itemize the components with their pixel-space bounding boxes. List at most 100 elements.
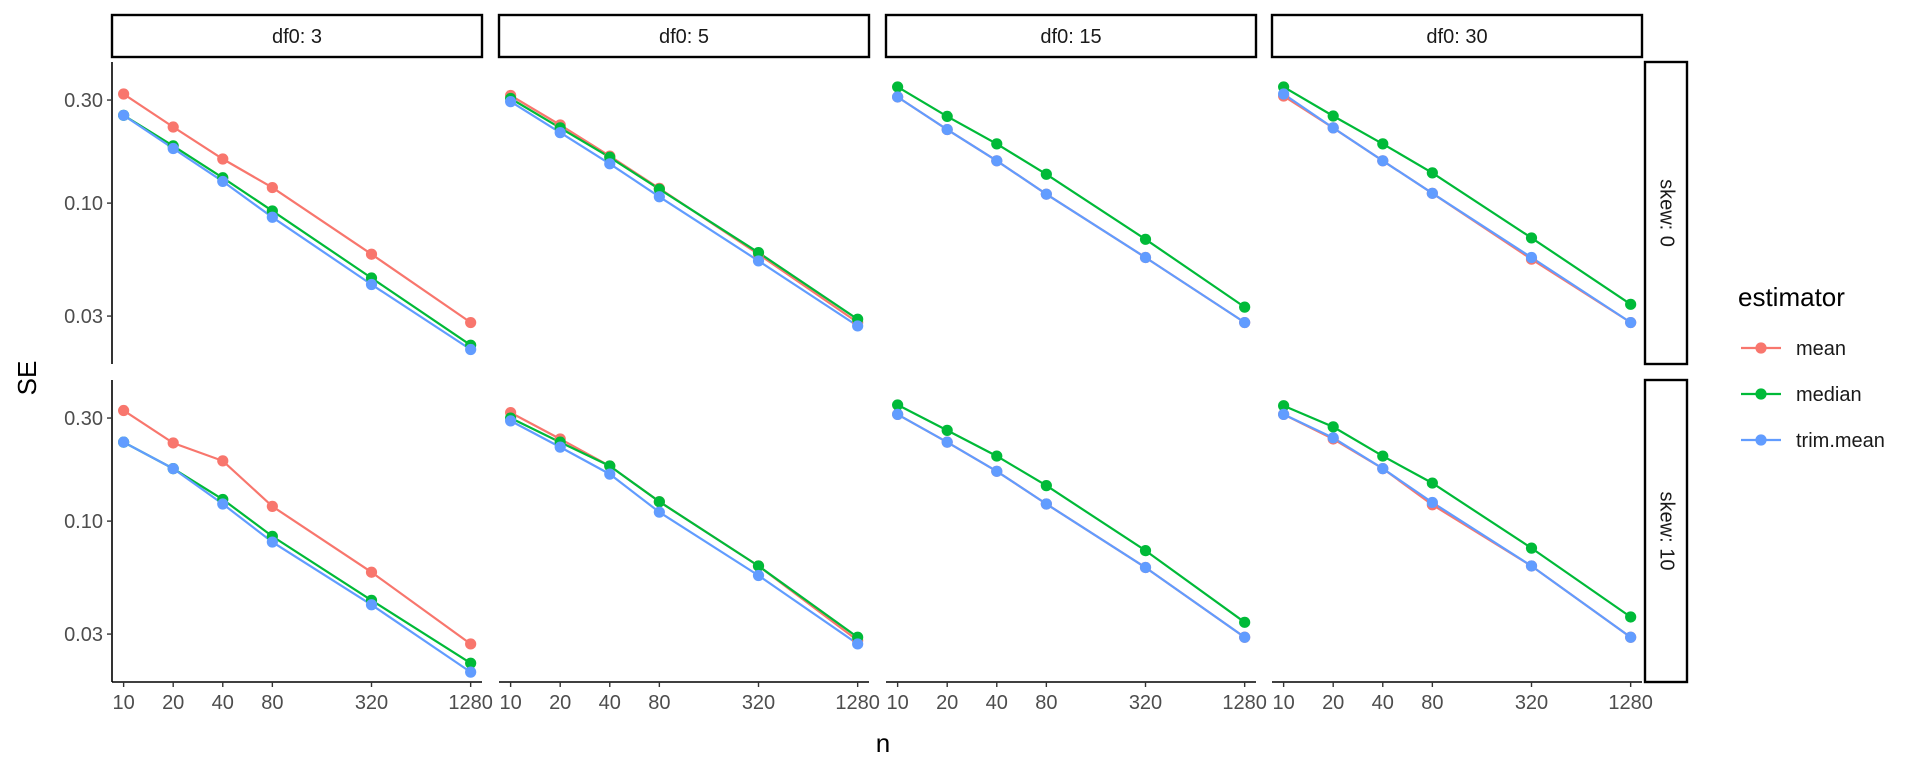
data-point-mean — [365, 248, 378, 260]
x-tick-label: 10 — [499, 692, 521, 714]
data-point-median — [1327, 110, 1339, 122]
facet-panel — [892, 399, 1251, 643]
series-line-mean — [1283, 413, 1632, 639]
data-point-median — [941, 110, 953, 122]
x-tick-label: 80 — [648, 692, 670, 714]
data-point-trim.mean — [991, 465, 1003, 477]
legend-label: trim.mean — [1796, 430, 1885, 452]
data-point-trim.mean — [505, 415, 517, 427]
x-tick-label: 20 — [549, 692, 571, 714]
data-point-trim.mean — [941, 436, 953, 448]
data-point-mean — [266, 181, 278, 194]
facet-strip-col-label: df0: 30 — [1426, 26, 1487, 48]
data-point-trim.mean — [604, 158, 616, 170]
data-point-trim.mean — [941, 123, 953, 136]
x-tick-label: 20 — [936, 692, 958, 714]
x-tick-label: 320 — [1129, 692, 1162, 714]
series-line-median — [897, 85, 1246, 309]
series-line-trim.mean — [510, 419, 859, 645]
data-point-median — [1239, 616, 1251, 628]
series-line-median — [1283, 404, 1632, 618]
data-point-median — [991, 138, 1003, 150]
data-point-trim.mean — [653, 506, 665, 518]
data-point-trim.mean — [1327, 122, 1339, 134]
data-point-trim.mean — [554, 127, 566, 139]
data-point-trim.mean — [1625, 316, 1637, 329]
data-point-median — [1139, 545, 1152, 557]
series-line-median — [897, 403, 1246, 624]
series-line-trim.mean — [122, 114, 472, 351]
facet-strip-col-label: df0: 15 — [1040, 26, 1101, 48]
data-point-trim.mean — [1426, 496, 1438, 509]
x-tick-label: 20 — [1322, 692, 1344, 714]
facet-strip-col — [497, 13, 871, 59]
data-point-median — [941, 424, 953, 436]
facet-strip-row-label: skew: 10 — [1656, 492, 1678, 571]
data-point-trim.mean — [1139, 561, 1152, 574]
data-point-trim.mean — [653, 191, 665, 203]
data-point-trim.mean — [852, 638, 864, 650]
y-tick-label: 0.10 — [64, 511, 103, 533]
data-point-mean — [217, 455, 229, 467]
data-point-trim.mean — [752, 569, 765, 582]
y-tick-label: 0.03 — [64, 624, 103, 646]
data-point-median — [991, 450, 1003, 462]
series-line-median — [123, 114, 472, 347]
data-point-trim.mean — [1525, 251, 1538, 264]
series-line-trim.mean — [896, 96, 1246, 324]
data-point-mean — [465, 638, 477, 650]
facet-strip-row — [1643, 378, 1689, 684]
data-point-median — [1327, 421, 1339, 433]
facet-panel — [118, 404, 477, 678]
x-tick-label: 1280 — [1222, 692, 1267, 714]
data-point-median — [1377, 450, 1389, 462]
data-point-median — [1239, 301, 1251, 313]
data-point-mean — [118, 88, 130, 100]
y-tick-label: 0.10 — [64, 193, 103, 215]
data-point-trim.mean — [266, 211, 278, 223]
y-tick-label: 0.30 — [64, 408, 103, 430]
x-tick-label: 320 — [355, 692, 388, 714]
series-line-median — [510, 417, 859, 639]
data-point-trim.mean — [217, 498, 229, 510]
facet-panel — [505, 89, 864, 332]
series-line-median — [1283, 85, 1632, 306]
data-point-trim.mean — [365, 278, 378, 291]
data-point-mean — [465, 316, 477, 329]
data-point-trim.mean — [1040, 498, 1052, 510]
facet-strip-col — [884, 13, 1258, 59]
y-tick-label: 0.30 — [64, 90, 103, 112]
data-point-mean — [118, 404, 130, 417]
panels-layer: df0: 3 df0: 5 df0: 15 df0: 30 skew: 0 skew: 1… — [110, 13, 1689, 684]
legend: estimator mean median trim.mean — [1738, 282, 1885, 452]
data-point-mean — [266, 500, 278, 512]
data-point-median — [892, 81, 904, 93]
data-point-mean — [167, 121, 179, 133]
data-point-median — [752, 560, 765, 572]
x-tick-label: 40 — [986, 692, 1008, 714]
facet-strip-col — [1270, 13, 1644, 59]
x-tick-label: 1280 — [1608, 692, 1653, 714]
x-axis-title: n — [876, 728, 890, 758]
data-point-median — [604, 460, 616, 472]
x-tick-label: 10 — [112, 692, 134, 714]
series-line-median — [123, 441, 472, 665]
legend-key-point — [1755, 342, 1767, 354]
y-tick-label: 0.03 — [64, 306, 103, 328]
legend-entries: mean median trim.mean — [1741, 338, 1885, 452]
series-line-trim.mean — [123, 441, 472, 674]
data-point-trim.mean — [1040, 188, 1052, 200]
data-point-median — [1139, 233, 1152, 245]
data-point-median — [1525, 232, 1538, 244]
facet-panel — [1278, 81, 1637, 329]
data-point-trim.mean — [505, 96, 517, 108]
data-point-trim.mean — [991, 155, 1003, 167]
data-point-median — [465, 657, 477, 669]
data-point-trim.mean — [266, 536, 278, 548]
data-point-mean — [365, 566, 378, 578]
data-point-trim.mean — [465, 666, 477, 678]
data-point-median — [1426, 167, 1438, 179]
x-tick-label: 10 — [886, 692, 908, 714]
x-tick-label: 80 — [1421, 692, 1443, 714]
